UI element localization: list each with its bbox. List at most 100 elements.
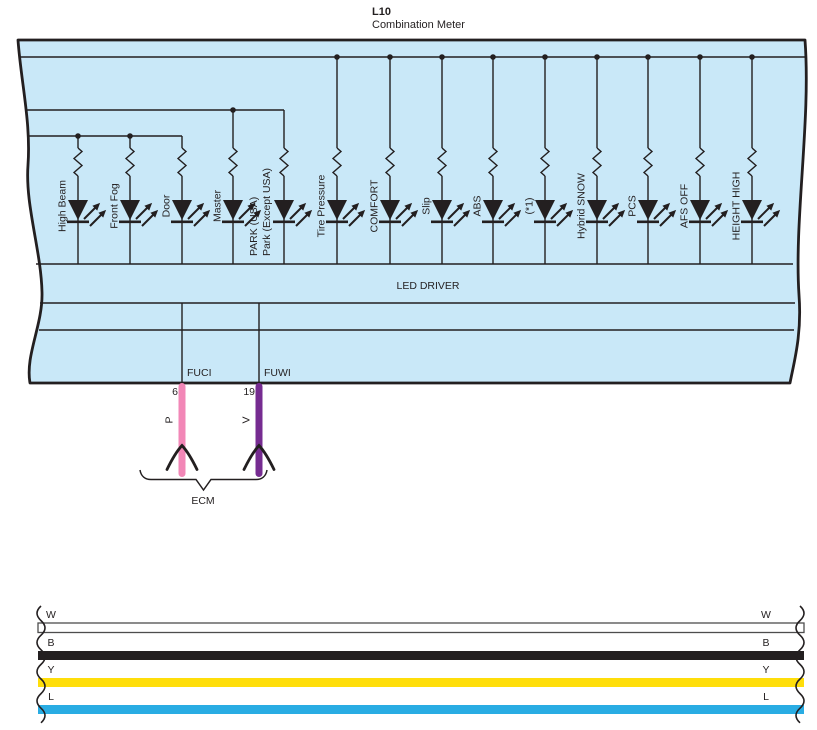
arrowhead-icon	[144, 202, 153, 211]
connector-arrow-icon	[242, 443, 276, 471]
resistor-icon	[278, 147, 290, 177]
arrowhead-icon	[507, 202, 516, 211]
component-name: Combination Meter	[372, 19, 465, 31]
led-icon	[380, 200, 400, 220]
wire-color-code: P	[163, 416, 176, 424]
arrowhead-icon	[253, 209, 262, 218]
junction-dot	[594, 54, 600, 60]
harness-wire-label-right: Y	[762, 664, 770, 676]
harness-wire-band-W	[37, 622, 805, 634]
led-icon	[483, 200, 503, 220]
led-icon	[690, 200, 710, 220]
torn-edge-icon	[36, 605, 46, 724]
arrowhead-icon	[247, 202, 256, 211]
led-icon	[172, 200, 192, 220]
arrowhead-icon	[196, 202, 205, 211]
arrowhead-icon	[617, 209, 626, 218]
harness-wire-label-left: Y	[47, 664, 55, 676]
indicator-label: Front Fog	[108, 183, 121, 229]
arrowhead-icon	[150, 209, 159, 218]
indicator-label: PARK (USA) Park (Except USA)	[248, 167, 273, 257]
arrowhead-icon	[92, 202, 101, 211]
torn-edge-icon	[795, 605, 805, 724]
led-icon	[432, 200, 452, 220]
resistor-icon	[539, 147, 551, 177]
indicator-label: HEIGHT HIGH	[730, 171, 743, 241]
arrowhead-icon	[98, 209, 107, 218]
led-icon	[223, 200, 243, 220]
harness-wire-label-right: B	[762, 637, 770, 649]
indicator-label: COMFORT	[368, 179, 381, 233]
indicator-label: Door	[160, 194, 173, 218]
component-id: L10	[372, 6, 391, 18]
resistor-icon	[124, 147, 136, 177]
arrowhead-icon	[357, 209, 366, 218]
resistor-icon	[436, 147, 448, 177]
junction-dot	[697, 54, 703, 60]
wire-P	[178, 383, 186, 477]
arrowhead-icon	[611, 202, 620, 211]
junction-dot	[387, 54, 393, 60]
arrowhead-icon	[766, 202, 775, 211]
led-driver-label: LED DRIVER	[396, 280, 460, 292]
led-icon	[327, 200, 347, 220]
harness-wire-label-left: W	[46, 609, 56, 621]
indicator-label: (*1)	[523, 197, 536, 215]
arrowhead-icon	[202, 209, 211, 218]
ecm-label: ECM	[191, 495, 215, 507]
indicator-label: Slip	[420, 197, 433, 215]
resistor-icon	[331, 147, 343, 177]
resistor-icon	[487, 147, 499, 177]
arrowhead-icon	[298, 202, 307, 211]
harness-wire-band-Y	[38, 678, 804, 687]
arrowhead-icon	[720, 209, 729, 218]
resistor-icon	[227, 147, 239, 177]
led-icon	[120, 200, 140, 220]
resistor-icon	[384, 147, 396, 177]
junction-dot	[334, 54, 340, 60]
arrowhead-icon	[410, 209, 419, 218]
arrowhead-icon	[559, 202, 568, 211]
combination-meter-box	[16, 38, 808, 385]
led-icon	[274, 200, 294, 220]
arrowhead-icon	[404, 202, 413, 211]
arrowhead-icon	[462, 209, 471, 218]
indicator-label: PCS	[626, 195, 639, 217]
led-icon	[587, 200, 607, 220]
indicator-label: High Beam	[56, 180, 69, 232]
junction-dot	[542, 54, 548, 60]
arrowhead-icon	[662, 202, 671, 211]
connector-pin: 6	[172, 386, 178, 398]
arrowhead-icon	[351, 202, 360, 211]
resistor-icon	[176, 147, 188, 177]
ecm-bracket	[139, 469, 268, 492]
junction-dot	[230, 107, 236, 113]
led-icon	[68, 200, 88, 220]
junction-dot	[645, 54, 651, 60]
indicator-label: AFS OFF	[678, 183, 691, 229]
junction-dot	[127, 133, 133, 139]
arrowhead-icon	[304, 209, 313, 218]
led-icon	[535, 200, 555, 220]
connector-pin: 19	[243, 386, 255, 398]
harness-wire-label-left: B	[47, 637, 55, 649]
resistor-icon	[591, 147, 603, 177]
arrowhead-icon	[714, 202, 723, 211]
junction-dot	[490, 54, 496, 60]
led-icon	[742, 200, 762, 220]
arrowhead-icon	[513, 209, 522, 218]
connector-name: FUCI	[187, 367, 212, 379]
resistor-icon	[642, 147, 654, 177]
connector-arrow-icon	[165, 443, 199, 471]
indicator-label: Hybrid SNOW	[575, 173, 588, 239]
harness-wire-label-left: L	[48, 691, 54, 703]
led-icon	[638, 200, 658, 220]
arrowhead-icon	[772, 209, 781, 218]
indicator-label: ABS	[471, 195, 484, 217]
harness-wire-label-right: L	[763, 691, 769, 703]
resistor-icon	[694, 147, 706, 177]
resistor-icon	[72, 147, 84, 177]
connector-name: FUWI	[264, 367, 291, 379]
wire-V	[255, 383, 263, 477]
